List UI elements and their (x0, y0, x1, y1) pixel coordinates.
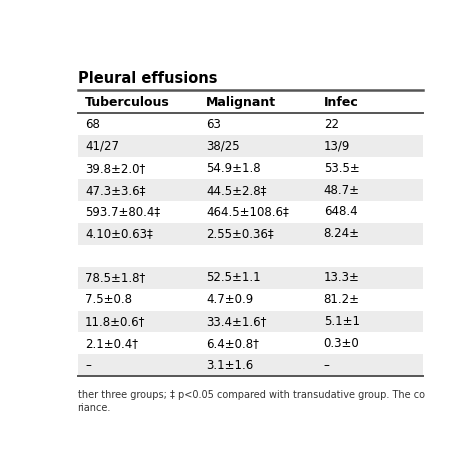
Text: Pleural effusions: Pleural effusions (78, 72, 217, 86)
FancyBboxPatch shape (78, 310, 423, 332)
Text: 4.10±0.63‡: 4.10±0.63‡ (85, 228, 153, 240)
FancyBboxPatch shape (78, 223, 423, 245)
FancyBboxPatch shape (78, 245, 423, 267)
Text: 52.5±1.1: 52.5±1.1 (206, 271, 261, 284)
Text: 464.5±108.6‡: 464.5±108.6‡ (206, 206, 289, 219)
Text: 2.1±0.4†: 2.1±0.4† (85, 337, 138, 350)
Text: 5.1±1: 5.1±1 (324, 315, 360, 328)
Text: 8.24±: 8.24± (324, 228, 360, 240)
Text: Malignant: Malignant (206, 96, 276, 109)
Text: 22: 22 (324, 118, 339, 131)
Text: 6.4±0.8†: 6.4±0.8† (206, 337, 259, 350)
Text: 33.4±1.6†: 33.4±1.6† (206, 315, 266, 328)
Text: 68: 68 (85, 118, 100, 131)
Text: –: – (324, 359, 329, 372)
Text: 7.5±0.8: 7.5±0.8 (85, 293, 132, 306)
Text: ther three groups; ‡ p<0.05 compared with transudative group. The co: ther three groups; ‡ p<0.05 compared wit… (78, 390, 425, 400)
Text: 0.3±0: 0.3±0 (324, 337, 359, 350)
FancyBboxPatch shape (78, 201, 423, 223)
Text: 48.7±: 48.7± (324, 183, 360, 197)
FancyBboxPatch shape (78, 91, 423, 113)
Text: Tuberculous: Tuberculous (85, 96, 170, 109)
Text: 13.3±: 13.3± (324, 271, 360, 284)
Text: 44.5±2.8‡: 44.5±2.8‡ (206, 183, 266, 197)
FancyBboxPatch shape (78, 267, 423, 289)
Text: 38/25: 38/25 (206, 140, 240, 153)
FancyBboxPatch shape (78, 113, 423, 136)
FancyBboxPatch shape (78, 157, 423, 179)
Text: 39.8±2.0†: 39.8±2.0† (85, 162, 145, 175)
Text: 4.7±0.9: 4.7±0.9 (206, 293, 254, 306)
Text: 2.55±0.36‡: 2.55±0.36‡ (206, 228, 274, 240)
FancyBboxPatch shape (78, 355, 423, 376)
Text: 78.5±1.8†: 78.5±1.8† (85, 271, 145, 284)
Text: 593.7±80.4‡: 593.7±80.4‡ (85, 206, 160, 219)
Text: 47.3±3.6‡: 47.3±3.6‡ (85, 183, 146, 197)
Text: 63: 63 (206, 118, 221, 131)
Text: 648.4: 648.4 (324, 206, 357, 219)
Text: 53.5±: 53.5± (324, 162, 359, 175)
Text: 11.8±0.6†: 11.8±0.6† (85, 315, 146, 328)
Text: Infec: Infec (324, 96, 358, 109)
Text: –: – (85, 359, 91, 372)
Text: 3.1±1.6: 3.1±1.6 (206, 359, 254, 372)
FancyBboxPatch shape (78, 289, 423, 310)
Text: riance.: riance. (78, 403, 111, 413)
Text: 54.9±1.8: 54.9±1.8 (206, 162, 261, 175)
Text: 81.2±: 81.2± (324, 293, 360, 306)
Text: 13/9: 13/9 (324, 140, 350, 153)
Text: .: . (78, 383, 81, 393)
FancyBboxPatch shape (78, 332, 423, 355)
FancyBboxPatch shape (78, 179, 423, 201)
FancyBboxPatch shape (78, 136, 423, 157)
Text: 41/27: 41/27 (85, 140, 119, 153)
